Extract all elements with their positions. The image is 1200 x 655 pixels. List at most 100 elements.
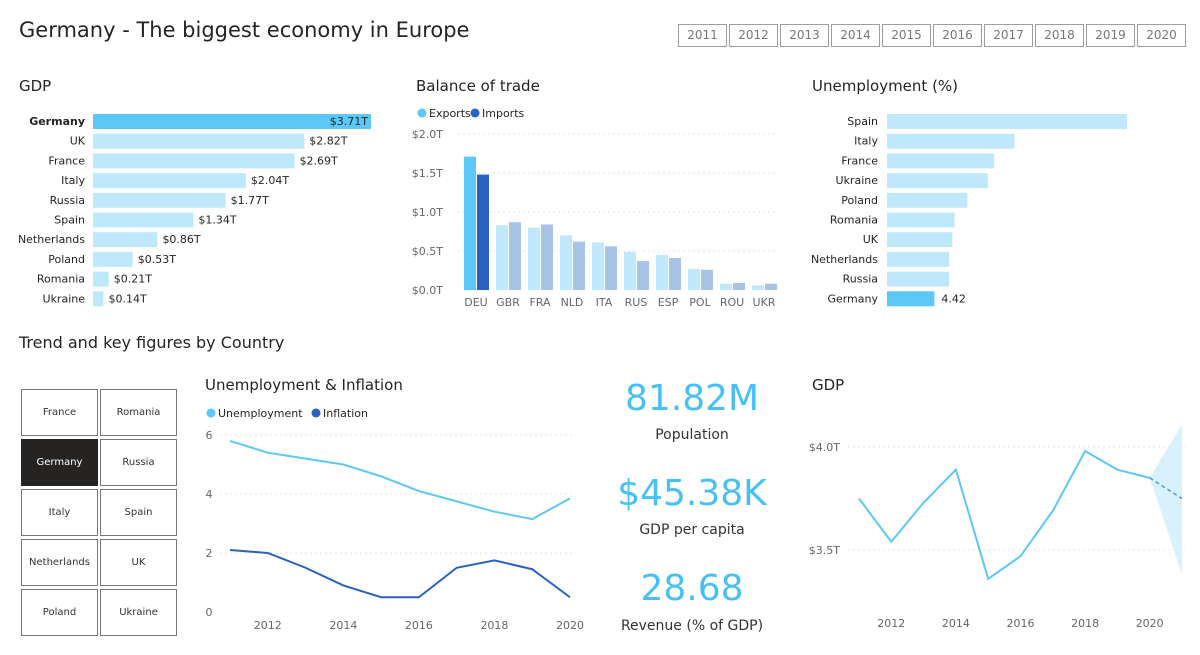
year-button-2018[interactable]: 2018 <box>1035 24 1084 47</box>
line-inflation <box>229 549 571 599</box>
kpi-gdp-per-capita-label: GDP per capita <box>639 522 745 538</box>
gdp-bar-value-label: $0.14T <box>108 292 146 305</box>
trade-x-tick: FRA <box>529 296 551 309</box>
unemployment-bar <box>887 232 953 248</box>
trade-bar-imports <box>605 246 617 290</box>
trade-bar-imports <box>573 241 585 290</box>
trade-bar-exports <box>688 268 700 290</box>
trade-bar-chart: Exports Imports $0.0T $0.5T $1.0T $1.5T $2.0T D… <box>412 107 778 309</box>
kpi-gdp-per-capita-value: $45.38K <box>617 473 767 514</box>
trade-bar-exports <box>496 225 508 290</box>
legend-exports-label: Exports <box>429 107 471 120</box>
unemployment-bar-category: Poland <box>841 194 878 207</box>
unemployment-bar <box>887 251 950 267</box>
trade-bar-exports <box>464 156 476 290</box>
trade-x-tick: GBR <box>496 296 520 309</box>
trade-bar-exports <box>624 251 636 290</box>
trade-bar-imports <box>765 283 777 290</box>
legend-unemployment-marker <box>206 408 216 418</box>
slicer-item-germany[interactable]: Germany <box>21 439 98 486</box>
legend-exports-marker <box>417 108 427 118</box>
unemployment-bar <box>887 212 955 228</box>
slicer-item-france[interactable]: France <box>21 389 98 436</box>
trade-x-tick: ITA <box>596 296 613 309</box>
gdp-forecast-band <box>1149 424 1182 575</box>
slicer-item-spain[interactable]: Spain <box>100 489 177 536</box>
unemployment-bar <box>887 153 995 169</box>
gdp-bar <box>93 192 226 208</box>
unemployment-bar-category: Romania <box>830 214 878 227</box>
trade-x-tick: NLD <box>561 296 584 309</box>
unemp-inflation-x-tick: 2020 <box>556 619 584 632</box>
unemp-inflation-y-tick: 6 <box>206 429 213 442</box>
country-slicer: France Romania Germany Russia Italy Spain Neth… <box>21 389 179 637</box>
unemployment-bar <box>887 192 968 208</box>
gdp-forecast-line <box>1149 477 1183 500</box>
gdp-bar <box>93 114 371 129</box>
unemp-inflation-line-chart: Unemployment Inflation 0 2 4 6 2012 2014 2016 201… <box>206 407 585 632</box>
trade-bar-imports <box>669 258 681 290</box>
gdp-bar-category: France <box>48 154 85 167</box>
slicer-item-netherlands[interactable]: Netherlands <box>21 539 98 586</box>
gdp-bar-category: Poland <box>48 253 85 266</box>
gdp-bar-value-label: $2.82T <box>309 135 347 148</box>
gdp-bar <box>93 291 104 307</box>
slicer-item-uk[interactable]: UK <box>100 539 177 586</box>
unemployment-bar <box>887 173 988 189</box>
trade-chart-title: Balance of trade <box>416 77 540 95</box>
line-unemployment <box>229 439 571 521</box>
page-title: Germany - The biggest economy in Europe <box>19 18 470 42</box>
gdp-bar-category: Russia <box>50 194 85 207</box>
gdp-bar-value-label: $2.69T <box>300 154 338 167</box>
legend-imports-marker <box>470 108 480 118</box>
year-button-2015[interactable]: 2015 <box>882 24 931 47</box>
year-button-2011[interactable]: 2011 <box>678 24 727 47</box>
trade-x-tick: ROU <box>720 296 744 309</box>
slicer-item-italy[interactable]: Italy <box>21 489 98 536</box>
gdp-bar-value-label: $1.77T <box>231 194 269 207</box>
unemployment-bar-category: Italy <box>854 135 878 148</box>
gdp-line <box>858 449 1150 581</box>
slicer-item-romania[interactable]: Romania <box>100 389 177 436</box>
gdp-line-x-tick: 2016 <box>1007 617 1035 630</box>
unemployment-bar-category: France <box>841 154 878 167</box>
trade-bar-exports <box>528 227 540 290</box>
gdp-line-y-tick: $3.5T <box>809 544 840 557</box>
trade-x-tick: POL <box>689 296 711 309</box>
gdp-bar-category: Italy <box>61 174 85 187</box>
unemployment-bar-category: Spain <box>847 115 878 128</box>
unemployment-bar-category: Russia <box>843 273 878 286</box>
trade-x-tick: DEU <box>464 296 487 309</box>
legend-unemployment-label: Unemployment <box>218 407 303 420</box>
trade-x-tick: ESP <box>658 296 679 309</box>
trade-bar-exports <box>560 235 572 290</box>
slicer-item-ukraine[interactable]: Ukraine <box>100 589 177 636</box>
gdp-bar <box>93 133 305 149</box>
unemployment-bar-category: Ukraine <box>836 174 879 187</box>
gdp-line-x-tick: 2014 <box>942 617 970 630</box>
gdp-bar-value-label: $2.04T <box>251 174 289 187</box>
unemp-inflation-title: Unemployment & Inflation <box>205 376 403 394</box>
gdp-bar <box>93 271 109 287</box>
trade-bar-exports <box>656 254 668 290</box>
gdp-bar-category: Germany <box>29 115 85 128</box>
trade-y-tick: $0.5T <box>412 245 443 258</box>
year-button-2017[interactable]: 2017 <box>984 24 1033 47</box>
trade-y-tick: $0.0T <box>412 284 443 297</box>
gdp-bar-value-label: $0.86T <box>162 233 200 246</box>
year-button-2020[interactable]: 2020 <box>1137 24 1186 47</box>
unemployment-bar <box>887 133 1015 149</box>
year-button-2014[interactable]: 2014 <box>831 24 880 47</box>
year-button-2012[interactable]: 2012 <box>729 24 778 47</box>
slicer-item-russia[interactable]: Russia <box>100 439 177 486</box>
gdp-bar <box>93 251 133 267</box>
year-button-2019[interactable]: 2019 <box>1086 24 1135 47</box>
gdp-bar-value-label: $1.34T <box>198 214 236 227</box>
year-button-2016[interactable]: 2016 <box>933 24 982 47</box>
slicer-item-poland[interactable]: Poland <box>21 589 98 636</box>
year-button-2013[interactable]: 2013 <box>780 24 829 47</box>
kpi-revenue-value: 28.68 <box>640 568 744 609</box>
gdp-line-x-tick: 2018 <box>1071 617 1099 630</box>
unemp-inflation-x-tick: 2014 <box>329 619 357 632</box>
gdp-bar-category: Romania <box>37 273 85 286</box>
